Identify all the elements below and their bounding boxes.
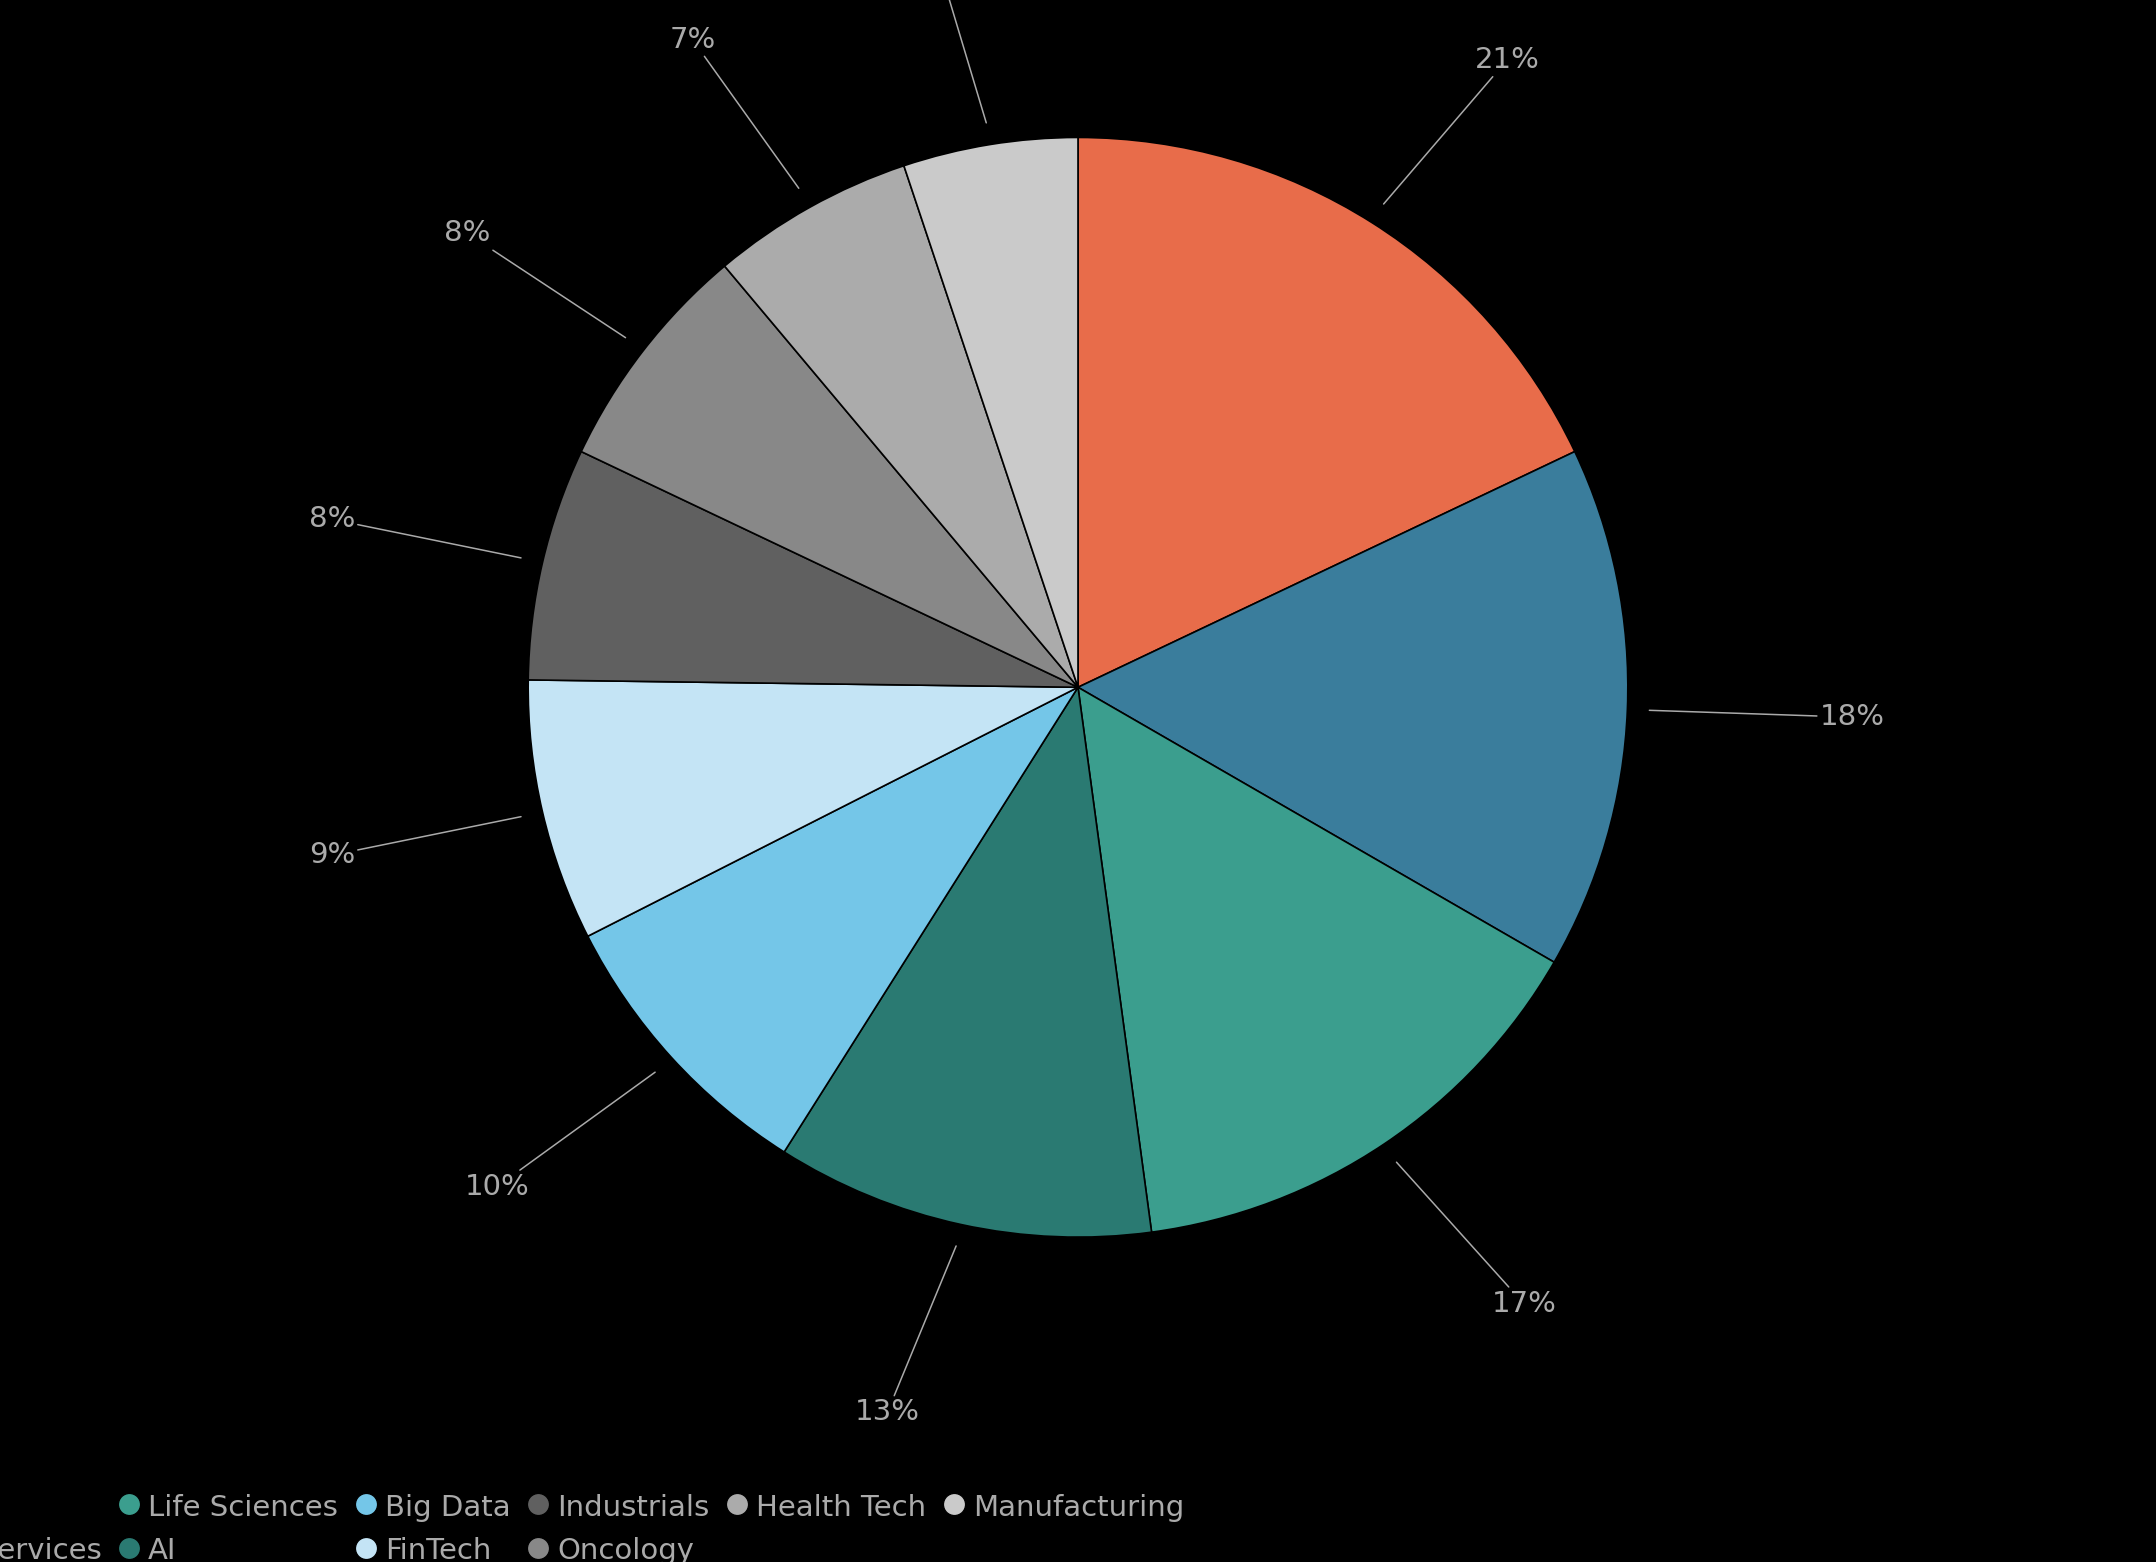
Wedge shape bbox=[903, 137, 1078, 687]
Text: 7%: 7% bbox=[668, 25, 798, 189]
Wedge shape bbox=[1078, 137, 1574, 687]
Wedge shape bbox=[528, 679, 1078, 936]
Wedge shape bbox=[1078, 451, 1628, 962]
Text: 8%: 8% bbox=[308, 506, 522, 558]
Text: 8%: 8% bbox=[444, 219, 625, 337]
Text: 9%: 9% bbox=[308, 817, 522, 868]
Text: 13%: 13% bbox=[854, 1246, 955, 1426]
Text: 6%: 6% bbox=[912, 0, 985, 123]
Wedge shape bbox=[528, 451, 1078, 687]
Text: 10%: 10% bbox=[464, 1072, 655, 1201]
Wedge shape bbox=[785, 687, 1151, 1237]
Wedge shape bbox=[724, 166, 1078, 687]
Wedge shape bbox=[1078, 687, 1554, 1232]
Text: 21%: 21% bbox=[1384, 45, 1539, 205]
Wedge shape bbox=[582, 266, 1078, 687]
Text: 17%: 17% bbox=[1397, 1162, 1557, 1318]
Legend: Mobile, Software Services, Life Sciences, AI, Big Data, FinTech, Industrials, On: Mobile, Software Services, Life Sciences… bbox=[0, 1478, 1199, 1562]
Wedge shape bbox=[589, 687, 1078, 1153]
Text: 18%: 18% bbox=[1649, 703, 1884, 731]
